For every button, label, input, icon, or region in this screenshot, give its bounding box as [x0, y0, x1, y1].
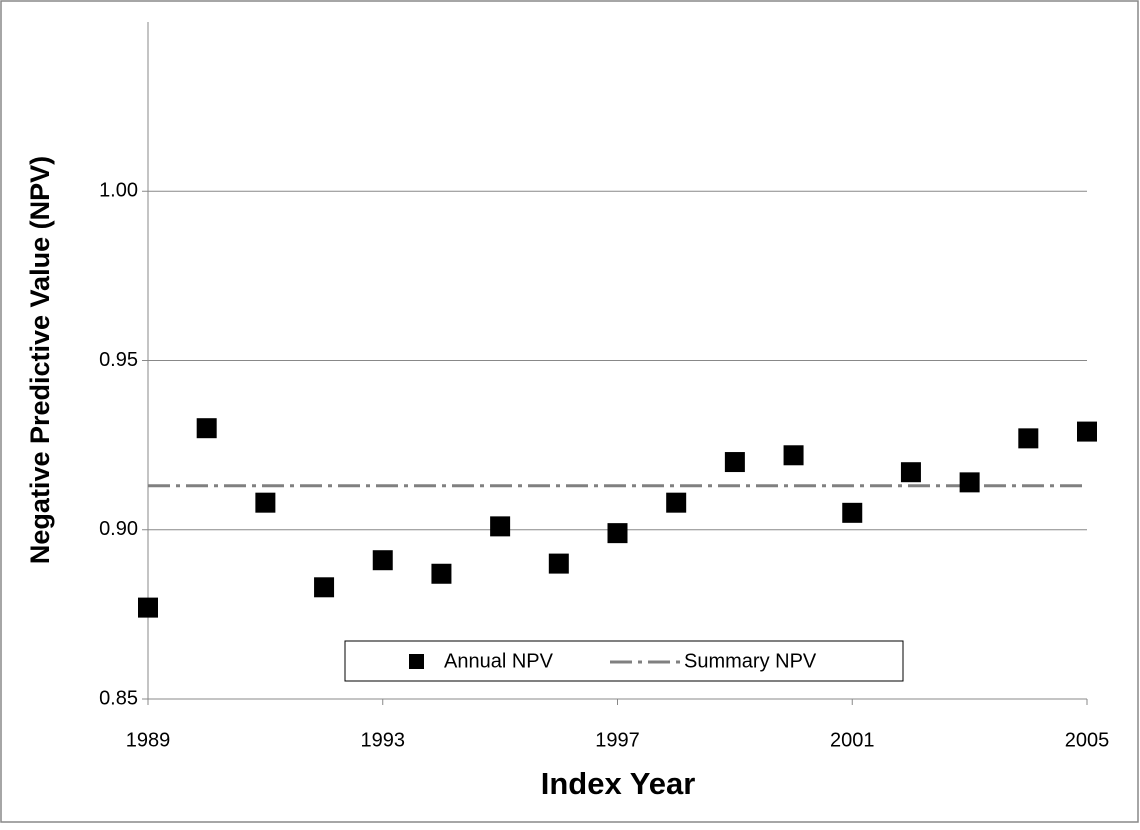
legend-label: Annual NPV — [444, 650, 554, 672]
marker — [372, 550, 393, 571]
x-tick-label: 1989 — [126, 729, 171, 751]
marker — [607, 523, 628, 544]
marker — [1018, 428, 1039, 449]
marker — [666, 492, 687, 513]
legend-label: Summary NPV — [684, 650, 817, 672]
legend-marker — [409, 654, 424, 669]
x-tick-label: 1997 — [595, 729, 640, 751]
marker — [490, 516, 511, 537]
y-tick-label: 0.85 — [99, 687, 138, 709]
marker — [138, 597, 158, 618]
marker — [431, 563, 452, 584]
marker — [724, 452, 745, 473]
x-tick-label: 2001 — [830, 729, 875, 751]
marker — [314, 577, 335, 598]
x-tick-label: 1993 — [361, 729, 406, 751]
y-tick-label: 0.95 — [99, 349, 138, 371]
x-tick-label: 2005 — [1065, 729, 1110, 751]
marker — [1077, 421, 1097, 442]
marker — [255, 492, 276, 513]
marker — [548, 553, 569, 574]
y-tick-label: 0.90 — [99, 518, 138, 540]
marker — [196, 418, 217, 439]
marker — [783, 445, 804, 466]
y-tick-label: 1.00 — [99, 180, 138, 202]
x-axis-title: Index Year — [541, 766, 696, 801]
marker — [900, 462, 921, 483]
y-axis-title: Negative Predictive Value (NPV) — [25, 156, 55, 564]
marker — [959, 472, 980, 493]
marker — [842, 502, 863, 523]
